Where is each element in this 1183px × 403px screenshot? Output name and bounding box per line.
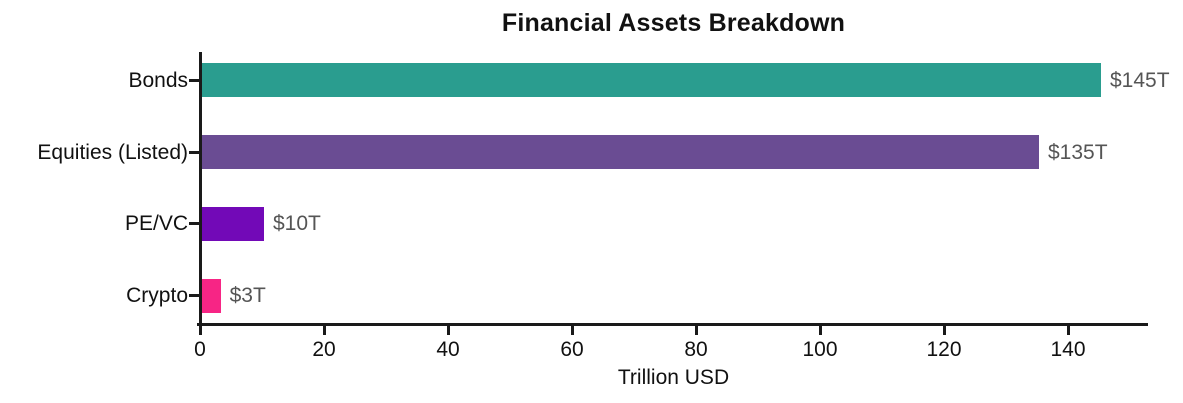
- value-label: $145T: [1110, 68, 1170, 92]
- x-tick-mark: [570, 326, 574, 335]
- x-tick-mark: [694, 326, 698, 335]
- chart-title: Financial Assets Breakdown: [501, 9, 846, 37]
- x-tick-label: 40: [436, 338, 460, 361]
- x-tick-label: 100: [802, 338, 838, 361]
- bar: [202, 135, 1039, 169]
- x-tick-label: 80: [684, 338, 708, 361]
- x-tick-label: 120: [926, 338, 962, 361]
- y-tick-mark: [189, 150, 199, 154]
- x-tick-mark: [198, 326, 202, 335]
- x-axis-line: [197, 323, 1148, 326]
- bar: [202, 278, 221, 313]
- y-tick-mark: [189, 222, 199, 225]
- x-axis-title: Trillion USD: [617, 366, 730, 389]
- x-tick-label: 0: [194, 338, 206, 361]
- x-tick-mark: [818, 326, 822, 335]
- x-tick-mark: [1066, 326, 1070, 335]
- x-tick-mark: [446, 326, 450, 335]
- x-tick-label: 60: [560, 338, 584, 361]
- y-tick-mark: [189, 294, 199, 297]
- category-label: PE/VC: [124, 212, 188, 235]
- value-label: $3T: [229, 284, 266, 307]
- category-label: Bonds: [128, 68, 188, 92]
- bar: [202, 63, 1101, 97]
- x-tick-label: 140: [1050, 338, 1086, 361]
- x-tick-mark: [942, 326, 946, 335]
- x-tick-mark: [322, 326, 326, 335]
- category-label: Equities (Listed): [37, 140, 188, 164]
- y-tick-mark: [189, 78, 199, 82]
- value-label: $10T: [273, 212, 321, 235]
- value-label: $135T: [1048, 140, 1108, 164]
- x-tick-label: 20: [312, 338, 336, 361]
- category-label: Crypto: [126, 284, 188, 307]
- y-axis-spine: [199, 52, 202, 326]
- bar: [202, 206, 264, 241]
